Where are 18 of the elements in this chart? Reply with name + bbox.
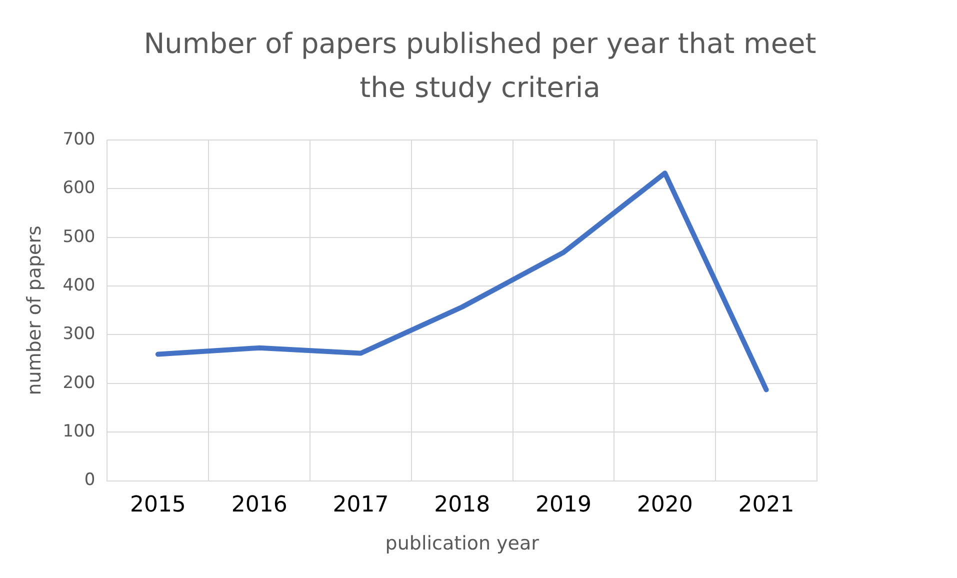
- y-axis-title: number of papers: [23, 226, 46, 396]
- x-tick-label: 2016: [231, 492, 288, 518]
- x-tick-label: 2017: [332, 492, 389, 518]
- y-tick-label: 500: [62, 226, 96, 247]
- x-tick-label: 2020: [636, 492, 693, 518]
- y-tick-label: 700: [62, 129, 96, 150]
- x-tick-label: 2019: [536, 492, 592, 518]
- x-tick-label: 2015: [130, 492, 186, 518]
- y-tick-label: 600: [62, 178, 96, 198]
- x-axis-title: publication year: [385, 532, 540, 555]
- y-tick-label: 300: [62, 324, 96, 344]
- y-tick-label: 100: [62, 422, 96, 442]
- x-tick-label: 2021: [738, 492, 794, 518]
- y-tick-label: 200: [62, 372, 96, 393]
- chart-title: Number of papers published per year that meet the study criteria: [142, 26, 818, 106]
- y-tick-label: 0: [84, 470, 96, 490]
- x-tick-label: 2018: [434, 492, 490, 518]
- y-tick-label: 400: [62, 275, 96, 296]
